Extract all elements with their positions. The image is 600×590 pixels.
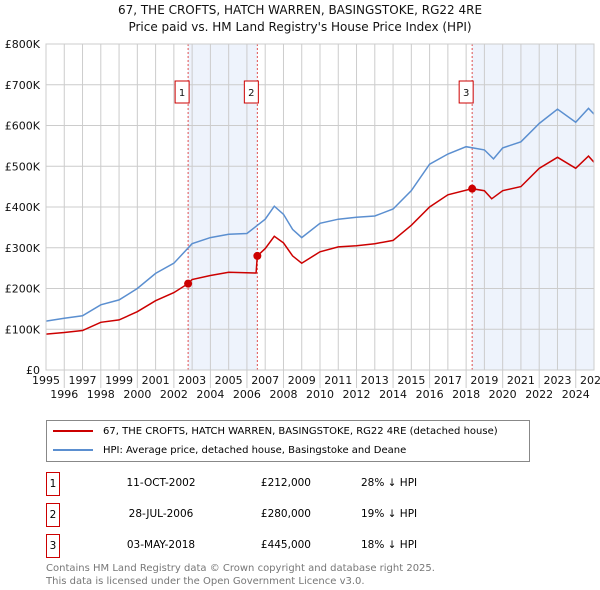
x-tick-label: 2018	[452, 388, 480, 401]
x-tick-label: 2013	[361, 374, 389, 387]
y-tick-label: £300K	[5, 242, 41, 255]
x-tick-label: 2000	[123, 388, 151, 401]
plot-frame	[45, 43, 595, 371]
legend-swatch-blue	[53, 449, 93, 451]
sale-point	[184, 279, 193, 288]
sale-price: £212,000	[260, 477, 311, 489]
y-tick-label: £0	[26, 364, 40, 377]
x-tick-label: 2002	[160, 388, 188, 401]
sale-label: 3	[463, 88, 469, 99]
x-tick-label: 1996	[50, 388, 78, 401]
sale-label: 1	[179, 88, 185, 99]
x-tick-label: 2003	[178, 374, 206, 387]
legend-label: HPI: Average price, detached house, Basi…	[103, 444, 407, 456]
legend-item-hpi: HPI: Average price, detached house, Basi…	[53, 441, 406, 459]
sale-label-box	[243, 80, 259, 104]
x-tick-label: 2015	[397, 374, 425, 387]
y-tick-label: £600K	[5, 120, 41, 133]
sale-row: 1 11-OCT-2002 £212,000 28% ↓ HPI	[46, 472, 546, 496]
x-tick-label: 2005	[215, 374, 243, 387]
y-tick-label: £200K	[5, 283, 41, 296]
sale-label-box	[458, 80, 474, 104]
legend-item-property: 67, THE CROFTS, HATCH WARREN, BASINGSTOK…	[53, 422, 498, 440]
chart-title: 67, THE CROFTS, HATCH WARREN, BASINGSTOK…	[117, 3, 483, 17]
sale-price: £280,000	[260, 508, 311, 520]
chart-subtitle: Price paid vs. HM Land Registry's House …	[128, 20, 472, 34]
x-tick-label: 2025	[580, 374, 600, 387]
x-tick-label: 2006	[233, 388, 261, 401]
x-tick-label: 1997	[69, 374, 97, 387]
x-tick-label: 2017	[434, 374, 462, 387]
sale-marker-box: 3	[46, 534, 60, 558]
sale-hpi-diff: 18% ↓ HPI	[361, 539, 418, 551]
x-tick-label: 2008	[269, 388, 297, 401]
x-tick-label: 1998	[87, 388, 115, 401]
x-tick-label: 1999	[105, 374, 133, 387]
line-chart: 1995199619971998199920002001200220032004…	[5, 38, 600, 401]
x-tick-label: 1995	[32, 374, 60, 387]
sale-row: 3 03-MAY-2018 £445,000 18% ↓ HPI	[46, 534, 546, 558]
sale-point	[468, 184, 477, 193]
footer-line-2: This data is licensed under the Open Gov…	[46, 576, 365, 587]
price-paid-line	[45, 155, 595, 335]
hpi-line	[45, 107, 595, 322]
y-tick-label: £500K	[5, 160, 41, 173]
sale-date: 03-MAY-2018	[126, 539, 196, 551]
x-tick-label: 2019	[470, 374, 498, 387]
y-tick-label: £800K	[5, 38, 41, 51]
x-tick-label: 2004	[196, 388, 224, 401]
legend-swatch-red	[53, 430, 93, 432]
x-tick-label: 2021	[507, 374, 535, 387]
x-tick-label: 2020	[489, 388, 517, 401]
sale-label-box	[174, 80, 190, 104]
x-tick-label: 2014	[379, 388, 407, 401]
sale-hpi-diff: 28% ↓ HPI	[361, 477, 418, 489]
sale-hpi-diff: 19% ↓ HPI	[361, 508, 418, 520]
x-tick-label: 2012	[343, 388, 371, 401]
x-tick-label: 2010	[306, 388, 334, 401]
legend: 67, THE CROFTS, HATCH WARREN, BASINGSTOK…	[46, 420, 530, 462]
x-tick-label: 2016	[416, 388, 444, 401]
sale-marker-box: 2	[46, 503, 60, 527]
x-tick-label: 2009	[288, 374, 316, 387]
sale-row: 2 28-JUL-2006 £280,000 19% ↓ HPI	[46, 503, 546, 527]
sale-price: £445,000	[260, 539, 311, 551]
y-tick-label: £400K	[5, 201, 41, 214]
y-tick-label: £100K	[5, 323, 41, 336]
x-tick-label: 2001	[142, 374, 170, 387]
sale-label: 2	[248, 88, 254, 99]
sale-date: 11-OCT-2002	[126, 477, 196, 489]
y-tick-label: £700K	[5, 79, 41, 92]
sale-point	[253, 251, 262, 260]
x-tick-label: 2023	[543, 374, 571, 387]
sale-date: 28-JUL-2006	[128, 508, 194, 520]
sale-marker-box: 1	[46, 472, 60, 496]
legend-label: 67, THE CROFTS, HATCH WARREN, BASINGSTOK…	[103, 425, 498, 437]
x-tick-label: 2022	[525, 388, 553, 401]
footer-line-1: Contains HM Land Registry data © Crown c…	[46, 563, 435, 574]
x-tick-label: 2024	[562, 388, 590, 401]
x-tick-label: 2011	[324, 374, 352, 387]
x-tick-label: 2007	[251, 374, 279, 387]
